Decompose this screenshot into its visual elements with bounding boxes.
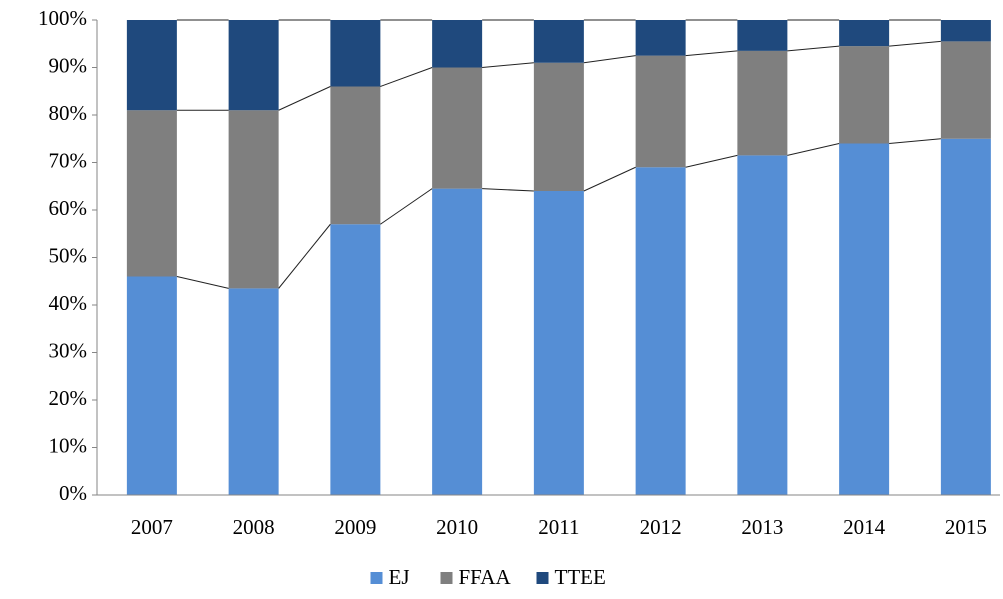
bar-segment xyxy=(737,155,788,495)
bar-segment xyxy=(228,288,279,495)
bar-segment xyxy=(737,20,788,51)
legend-label: EJ xyxy=(389,565,410,589)
legend-swatch xyxy=(370,572,383,584)
bar-segment xyxy=(126,276,177,495)
x-tick-label: 2012 xyxy=(640,515,682,539)
y-tick-label: 50% xyxy=(49,243,88,267)
bar-segment xyxy=(432,188,483,495)
legend-label: FFAA xyxy=(459,565,512,589)
x-tick-label: 2008 xyxy=(233,515,275,539)
x-tick-label: 2010 xyxy=(436,515,478,539)
bar-segment xyxy=(533,62,584,191)
y-tick-label: 80% xyxy=(49,101,88,125)
series-line xyxy=(583,55,636,64)
series-line xyxy=(889,40,941,47)
bar-segment xyxy=(228,110,279,289)
legend-swatch xyxy=(536,572,549,584)
y-tick-label: 70% xyxy=(49,148,88,172)
bar-segment xyxy=(635,167,686,495)
legend-swatch xyxy=(440,572,453,584)
y-tick-label: 90% xyxy=(49,53,88,77)
bar-segment xyxy=(228,20,279,111)
y-tick-label: 10% xyxy=(49,433,88,457)
y-tick-label: 40% xyxy=(49,291,88,315)
bar-segment xyxy=(940,138,991,495)
bar-segment xyxy=(126,20,177,111)
y-tick-label: 0% xyxy=(59,481,87,505)
series-line xyxy=(889,138,941,144)
y-tick-label: 100% xyxy=(38,6,87,30)
x-tick-label: 2014 xyxy=(843,515,886,539)
bar-segment xyxy=(737,50,788,156)
bar-segment xyxy=(126,110,177,277)
bar-segment xyxy=(635,55,686,168)
bar-segment xyxy=(330,20,381,87)
bar-segment xyxy=(839,143,890,495)
x-tick-label: 2015 xyxy=(945,515,987,539)
series-line xyxy=(176,276,229,289)
series-line xyxy=(278,223,331,289)
y-tick-label: 60% xyxy=(49,196,88,220)
y-tick-label: 30% xyxy=(49,338,88,362)
series-line xyxy=(787,45,840,52)
legend-label: TTEE xyxy=(555,565,606,589)
bar-segment xyxy=(940,20,991,42)
series-line xyxy=(685,50,738,57)
bar-segment xyxy=(839,20,890,47)
x-tick-label: 2007 xyxy=(131,515,173,539)
bar-segment xyxy=(432,20,483,68)
series-line xyxy=(278,86,331,111)
series-line xyxy=(583,166,636,192)
series-line xyxy=(482,62,534,68)
series-line xyxy=(787,143,840,156)
series-line xyxy=(380,67,433,87)
bar-segment xyxy=(533,20,584,63)
x-tick-label: 2009 xyxy=(334,515,376,539)
bar-segment xyxy=(432,67,483,189)
y-tick-label: 20% xyxy=(49,386,88,410)
bar-segment xyxy=(330,86,381,225)
bar-segment xyxy=(839,46,890,144)
bar-segment xyxy=(533,191,584,495)
x-tick-label: 2011 xyxy=(538,515,579,539)
bar-segment xyxy=(330,224,381,495)
bar-segment xyxy=(940,41,991,139)
series-line xyxy=(380,188,433,225)
bar-segment xyxy=(635,20,686,56)
series-line xyxy=(482,188,534,192)
series-line xyxy=(685,154,738,168)
x-tick-label: 2013 xyxy=(741,515,783,539)
